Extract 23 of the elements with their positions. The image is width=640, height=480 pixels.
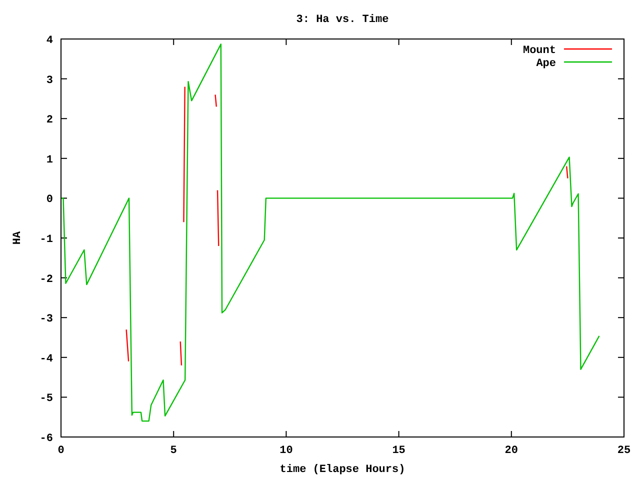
- chart-title: 3: Ha vs. Time: [296, 14, 390, 26]
- x-tick-label: 15: [392, 445, 406, 457]
- y-tick-label: -6: [40, 433, 53, 445]
- x-axis-title: time (Elapse Hours): [280, 464, 406, 476]
- x-tick-label: 25: [617, 445, 631, 457]
- y-tick-label: 0: [46, 194, 53, 206]
- y-axis-title: HA: [12, 231, 24, 245]
- y-tick-label: -5: [40, 393, 54, 406]
- y-tick-label: -2: [40, 274, 53, 286]
- y-tick-label: -3: [40, 314, 54, 326]
- y-tick-label: -4: [40, 353, 54, 366]
- y-tick-label: 3: [46, 74, 54, 87]
- x-tick-label: 10: [280, 445, 293, 457]
- x-tick-label: 5: [170, 445, 178, 457]
- y-tick-label: 1: [46, 154, 54, 166]
- y-tick-label: -1: [40, 234, 54, 246]
- legend-label: Ape: [536, 58, 556, 70]
- legend-label: Mount: [522, 45, 556, 57]
- x-tick-label: 20: [504, 445, 518, 457]
- x-tick-label: 0: [58, 445, 64, 457]
- y-tick-label: 2: [46, 114, 53, 127]
- y-tick-label: 4: [46, 35, 54, 47]
- line-series: [60, 44, 600, 422]
